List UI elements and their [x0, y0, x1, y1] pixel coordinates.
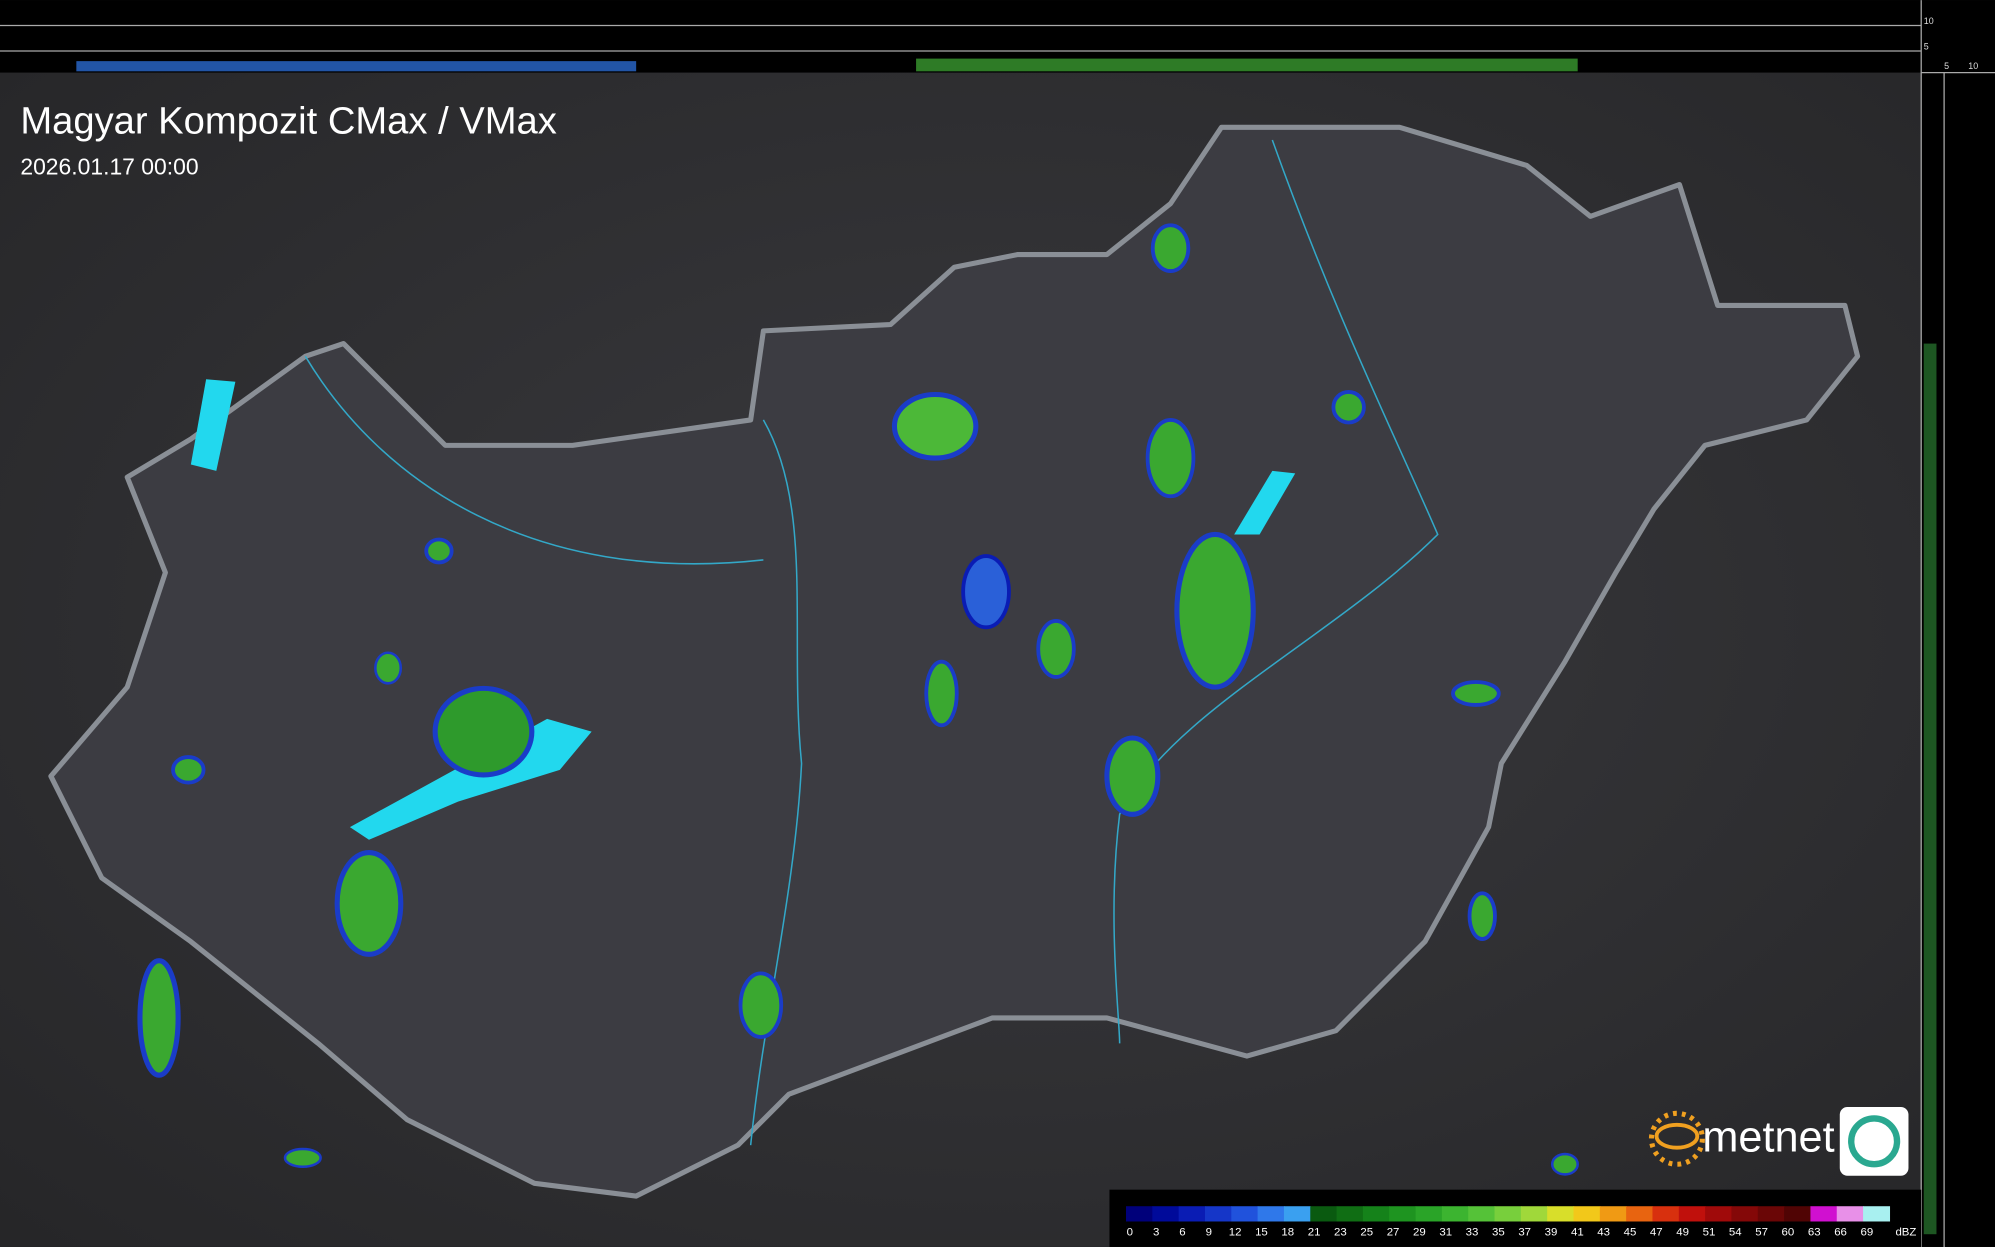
legend-swatch	[1257, 1206, 1285, 1222]
legend-label: 18	[1281, 1226, 1294, 1238]
map-timestamp: 2026.01.17 00:00	[20, 153, 198, 179]
legend-label: 54	[1729, 1226, 1742, 1238]
legend-swatch	[1757, 1206, 1785, 1222]
logo-text: metnet	[1702, 1114, 1834, 1162]
legend-label: 37	[1518, 1226, 1531, 1238]
legend-swatch	[1810, 1206, 1838, 1222]
legend-swatch	[1283, 1206, 1311, 1222]
legend-swatch	[1547, 1206, 1575, 1222]
legend-label: 43	[1597, 1226, 1610, 1238]
profile-echo	[916, 58, 1578, 72]
legend-swatch	[1863, 1206, 1891, 1222]
lake-balaton	[349, 718, 592, 840]
legend-swatch	[1626, 1206, 1654, 1222]
profile-label: 5	[1944, 61, 1949, 71]
legend-label: 69	[1861, 1226, 1874, 1238]
legend-swatch	[1836, 1206, 1864, 1222]
legend-swatch	[1520, 1206, 1548, 1222]
logo: metnet	[1648, 1106, 1909, 1176]
lake-tisza	[1234, 470, 1296, 535]
legend-swatch	[1494, 1206, 1522, 1222]
legend-label: 12	[1229, 1226, 1242, 1238]
legend-swatch	[1599, 1206, 1627, 1222]
legend-swatch	[1126, 1206, 1153, 1222]
legend-label: 33	[1466, 1226, 1479, 1238]
legend-swatch	[1441, 1206, 1469, 1222]
legend-label: 57	[1755, 1226, 1768, 1238]
legend-label: 51	[1703, 1226, 1716, 1238]
legend-label: 0	[1127, 1226, 1133, 1238]
legend-swatch	[1415, 1206, 1443, 1222]
legend-swatch	[1652, 1206, 1680, 1222]
legend-label: 21	[1308, 1226, 1321, 1238]
legend-label: 47	[1650, 1226, 1663, 1238]
legend-swatch	[1336, 1206, 1364, 1222]
legend-swatch	[1784, 1206, 1812, 1222]
legend-label: 3	[1153, 1226, 1159, 1238]
legend-swatch	[1204, 1206, 1232, 1222]
legend-label: 29	[1413, 1226, 1426, 1238]
country-shape	[48, 124, 1861, 1199]
map-title: Magyar Kompozit CMax / VMax	[20, 100, 556, 143]
legend-label: 23	[1334, 1226, 1347, 1238]
legend-swatch	[1705, 1206, 1733, 1222]
legend-swatch	[1362, 1206, 1390, 1222]
legend-label: 6	[1179, 1226, 1185, 1238]
profile-echo	[76, 61, 637, 72]
legend-label: 39	[1545, 1226, 1558, 1238]
legend-label: 15	[1255, 1226, 1268, 1238]
profile-echo	[1923, 343, 1937, 1235]
legend-swatch	[1468, 1206, 1496, 1222]
legend-label: 41	[1571, 1226, 1584, 1238]
legend-label: 9	[1206, 1226, 1212, 1238]
legend-label: 27	[1387, 1226, 1400, 1238]
lake-neusiedl	[190, 379, 236, 471]
legend-label: 31	[1439, 1226, 1452, 1238]
legend-label: 45	[1624, 1226, 1637, 1238]
legend-label: 63	[1808, 1226, 1821, 1238]
legend-unit: dBZ	[1895, 1226, 1916, 1238]
legend-swatch	[1231, 1206, 1259, 1222]
legend-label: 49	[1676, 1226, 1689, 1238]
legend-swatch	[1152, 1206, 1180, 1222]
legend-label: 66	[1834, 1226, 1847, 1238]
color-legend: 0 3 6 9 12 15 18 21 23 25 27 29 31 33 35 37 39 41 43 45 47 49…	[1126, 1206, 1916, 1238]
legend-swatch	[1678, 1206, 1706, 1222]
legend-swatch	[1573, 1206, 1601, 1222]
legend-label: 60	[1782, 1226, 1795, 1238]
legend-swatch	[1178, 1206, 1206, 1222]
precipitation-echoes	[137, 223, 1579, 1176]
legend-label: 25	[1360, 1226, 1373, 1238]
profile-label: 5	[1924, 42, 1929, 52]
legend-swatch	[1389, 1206, 1417, 1222]
profile-label: 10	[1924, 16, 1934, 26]
legend-swatch	[1731, 1206, 1759, 1222]
profile-label: 10	[1968, 61, 1978, 71]
legend-swatch	[1310, 1206, 1338, 1222]
legend-label: 35	[1492, 1226, 1505, 1238]
